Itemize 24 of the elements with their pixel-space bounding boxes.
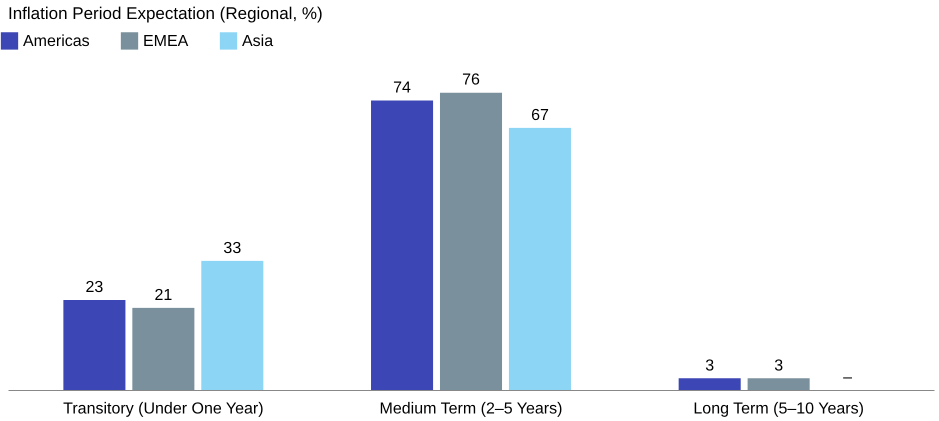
- bar: [508, 128, 571, 390]
- bar: [132, 308, 194, 390]
- bar: [371, 100, 434, 390]
- bar: [440, 92, 502, 390]
- bar: [678, 378, 741, 390]
- text: –: [843, 369, 852, 386]
- x-tick-label: Transitory (Under One Year): [63, 400, 264, 418]
- bar: [201, 260, 264, 390]
- data-label: 21: [154, 286, 172, 304]
- legend-label: EMEA: [143, 32, 189, 50]
- data-label: 74: [393, 80, 412, 97]
- legend-label: Asia: [242, 32, 274, 50]
- bar: [748, 378, 810, 390]
- data-label: 67: [531, 106, 549, 124]
- data-label: 3: [705, 357, 714, 374]
- legend-label: Americas: [23, 32, 90, 50]
- data-label: 76: [462, 72, 480, 89]
- data-label: 3: [774, 357, 784, 374]
- data-label: 23: [86, 279, 104, 296]
- bar: [63, 300, 126, 390]
- x-tick-label: Medium Term (2–5 Years): [380, 400, 562, 418]
- chart-title: Inflation Period Expectation (Regional, %): [8, 4, 323, 23]
- x-tick-label: Long Term (5–10 Years): [693, 400, 864, 418]
- data-label: 33: [223, 240, 242, 257]
